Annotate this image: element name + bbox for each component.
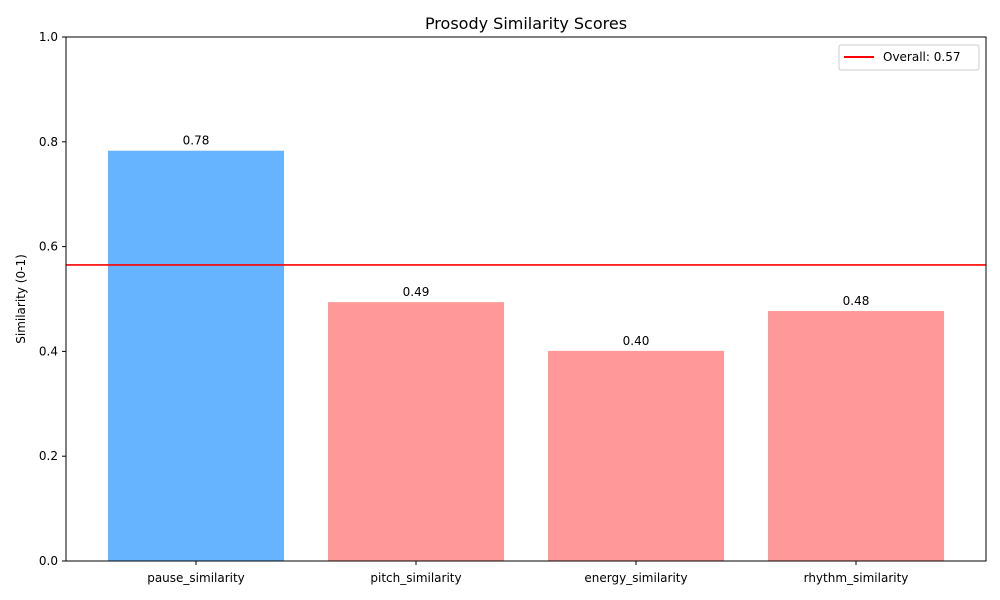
y-tick-label: 0.0 [39,554,58,568]
legend: Overall: 0.57 [838,44,980,71]
bar-rhythm-similarity [768,311,944,561]
x-tick-label-pitch-similarity: pitch_similarity [370,571,461,585]
value-label-rhythm-similarity: 0.48 [843,294,870,308]
y-tick-label: 0.8 [39,135,58,149]
legend-box [838,44,980,71]
x-tick-label-energy-similarity: energy_similarity [584,571,687,585]
x-tick-label-rhythm-similarity: rhythm_similarity [804,571,909,585]
x-axis-ticks: pause_similarity pitch_similarity energy_s… [147,561,908,585]
value-label-energy-similarity: 0.40 [623,334,650,348]
bar-energy-similarity [548,350,724,561]
y-axis-label: Similarity (0-1) [14,254,28,344]
y-tick-label: 0.6 [39,240,58,254]
value-label-pitch-similarity: 0.49 [403,285,430,299]
value-labels-group: 0.78 0.49 0.40 0.48 [183,134,870,348]
y-tick-label: 1.0 [39,30,58,44]
bars-group [108,150,944,561]
plot-frame [65,36,987,562]
chart-title: Prosody Similarity Scores [425,14,627,33]
x-tick-label-pause-similarity: pause_similarity [147,571,245,585]
y-axis-ticks: 0.0 0.2 0.4 0.6 0.8 1.0 [39,30,66,568]
legend-label: Overall: 0.57 [883,50,960,64]
y-tick-label: 0.2 [39,449,58,463]
bar-pitch-similarity [328,302,504,561]
bar-pause-similarity [108,150,284,561]
y-tick-label: 0.4 [39,344,58,358]
value-label-pause-similarity: 0.78 [183,134,210,148]
